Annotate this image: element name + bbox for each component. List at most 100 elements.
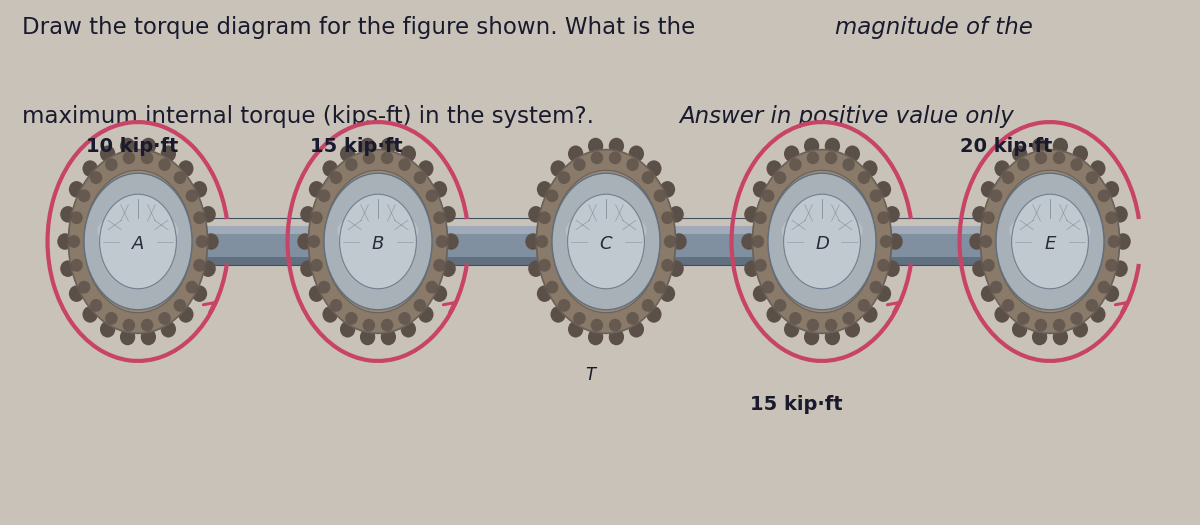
Ellipse shape	[664, 235, 677, 248]
Ellipse shape	[200, 206, 216, 223]
Ellipse shape	[983, 259, 995, 272]
Ellipse shape	[880, 235, 893, 248]
Bar	[138, 231, 378, 257]
Ellipse shape	[742, 233, 756, 250]
Ellipse shape	[539, 259, 551, 272]
Ellipse shape	[845, 145, 860, 162]
Ellipse shape	[979, 235, 992, 248]
Ellipse shape	[1104, 181, 1120, 197]
Ellipse shape	[568, 194, 644, 289]
Ellipse shape	[1018, 158, 1030, 171]
Ellipse shape	[1032, 329, 1048, 345]
Ellipse shape	[323, 306, 337, 323]
Ellipse shape	[877, 211, 889, 224]
Ellipse shape	[174, 171, 186, 184]
Ellipse shape	[193, 211, 205, 224]
Ellipse shape	[1104, 286, 1120, 302]
Ellipse shape	[1012, 321, 1027, 338]
Ellipse shape	[346, 312, 358, 325]
Text: maximum internal torque (kips-ft) in the system?.: maximum internal torque (kips-ft) in the…	[22, 105, 594, 128]
Ellipse shape	[535, 235, 548, 248]
Ellipse shape	[78, 190, 90, 202]
Ellipse shape	[858, 299, 870, 312]
Ellipse shape	[980, 286, 996, 302]
Ellipse shape	[608, 319, 622, 332]
Ellipse shape	[863, 160, 877, 177]
Ellipse shape	[672, 233, 686, 250]
Ellipse shape	[660, 286, 676, 302]
Ellipse shape	[360, 329, 376, 345]
Ellipse shape	[204, 233, 218, 250]
Ellipse shape	[884, 206, 900, 223]
Ellipse shape	[608, 138, 624, 154]
Ellipse shape	[380, 319, 394, 332]
Ellipse shape	[311, 259, 323, 272]
Ellipse shape	[307, 235, 320, 248]
Ellipse shape	[1032, 138, 1048, 154]
Ellipse shape	[845, 321, 860, 338]
Ellipse shape	[68, 150, 208, 333]
Ellipse shape	[768, 170, 876, 313]
Ellipse shape	[558, 299, 570, 312]
Ellipse shape	[1002, 299, 1014, 312]
Ellipse shape	[179, 306, 193, 323]
Ellipse shape	[842, 158, 854, 171]
Ellipse shape	[84, 173, 192, 310]
Ellipse shape	[1086, 171, 1098, 184]
Ellipse shape	[784, 194, 860, 289]
Ellipse shape	[1098, 190, 1110, 202]
Ellipse shape	[762, 281, 774, 293]
Ellipse shape	[337, 211, 419, 252]
Ellipse shape	[1008, 186, 1092, 297]
Ellipse shape	[972, 260, 988, 277]
Ellipse shape	[433, 211, 445, 224]
Ellipse shape	[298, 233, 312, 250]
Bar	[822, 226, 1050, 234]
Ellipse shape	[781, 211, 863, 252]
Ellipse shape	[642, 299, 654, 312]
Ellipse shape	[96, 186, 180, 297]
Ellipse shape	[980, 181, 996, 197]
Text: Answer in positive value only: Answer in positive value only	[679, 105, 1014, 128]
Ellipse shape	[440, 206, 456, 223]
Ellipse shape	[752, 150, 892, 333]
Ellipse shape	[1012, 194, 1088, 289]
Ellipse shape	[380, 329, 396, 345]
Ellipse shape	[642, 171, 654, 184]
Ellipse shape	[980, 150, 1120, 333]
Ellipse shape	[436, 235, 449, 248]
Ellipse shape	[767, 160, 781, 177]
Ellipse shape	[768, 173, 876, 310]
Ellipse shape	[870, 281, 882, 293]
Ellipse shape	[140, 319, 154, 332]
Ellipse shape	[1112, 260, 1128, 277]
Ellipse shape	[558, 171, 570, 184]
Ellipse shape	[186, 281, 198, 293]
Text: B: B	[372, 235, 384, 253]
Ellipse shape	[83, 306, 97, 323]
Ellipse shape	[444, 233, 458, 250]
Text: 20 kip·ft: 20 kip·ft	[960, 138, 1052, 156]
Ellipse shape	[179, 160, 193, 177]
Ellipse shape	[346, 158, 358, 171]
Ellipse shape	[654, 281, 666, 293]
Ellipse shape	[1116, 233, 1130, 250]
Ellipse shape	[193, 259, 205, 272]
Ellipse shape	[401, 145, 416, 162]
Ellipse shape	[1112, 206, 1128, 223]
Ellipse shape	[67, 235, 80, 248]
Ellipse shape	[1009, 211, 1091, 252]
Ellipse shape	[574, 158, 586, 171]
Ellipse shape	[546, 190, 558, 202]
Ellipse shape	[140, 138, 156, 154]
Ellipse shape	[68, 181, 84, 197]
Ellipse shape	[1091, 160, 1105, 177]
Bar	[606, 257, 822, 265]
Ellipse shape	[1086, 299, 1098, 312]
Ellipse shape	[564, 186, 648, 297]
Ellipse shape	[414, 171, 426, 184]
Ellipse shape	[432, 181, 448, 197]
Ellipse shape	[71, 211, 83, 224]
Ellipse shape	[78, 281, 90, 293]
Ellipse shape	[60, 206, 76, 223]
